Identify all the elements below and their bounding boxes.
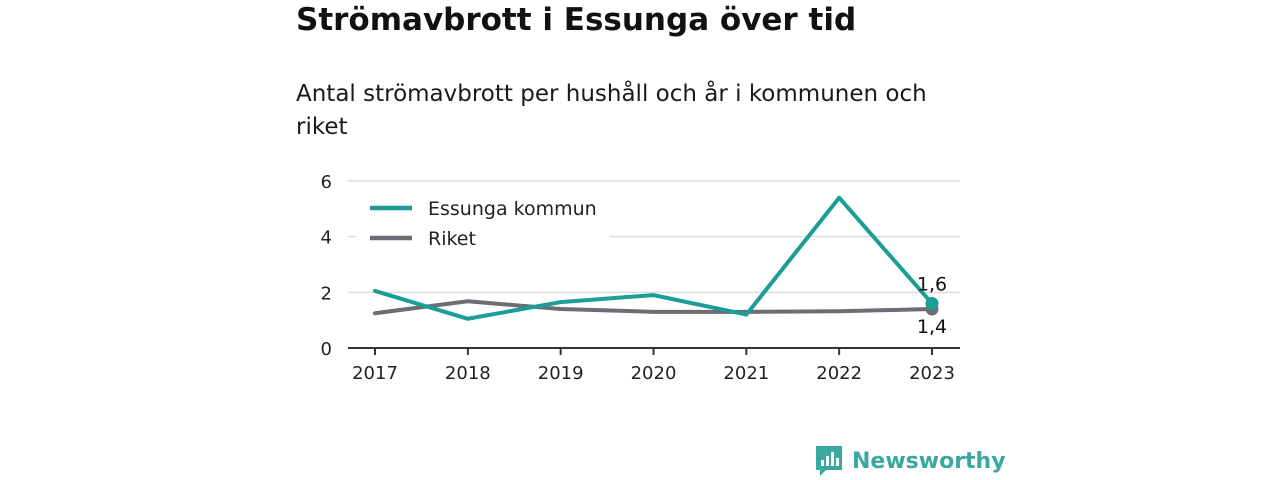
- x-tick-label: 2023: [909, 363, 955, 384]
- y-tick-label: 6: [321, 172, 332, 193]
- brand-logo: Newsworthy: [814, 444, 1006, 478]
- chart-title: Strömavbrott i Essunga över tid: [296, 2, 857, 38]
- x-tick-label: 2020: [631, 363, 677, 384]
- x-tick-label: 2019: [538, 363, 584, 384]
- x-tick-label: 2022: [816, 363, 862, 384]
- series-line-0: [373, 195, 934, 321]
- brand-name: Newsworthy: [852, 448, 1006, 474]
- bar-chart-speech-bubble-icon: [816, 446, 842, 476]
- x-tick-label: 2021: [723, 363, 769, 384]
- legend-label: Riket: [428, 228, 476, 250]
- data-point: [925, 296, 939, 310]
- x-tick-label: 2018: [445, 363, 491, 384]
- end-value-label: 1,6: [917, 273, 947, 295]
- y-tick-label: 4: [321, 228, 332, 249]
- chart-subtitle: Antal strömavbrott per hushåll och år i …: [296, 81, 927, 140]
- series-line-1: [373, 299, 934, 316]
- y-tick-label: 0: [321, 339, 332, 360]
- end-value-label: 1,4: [917, 316, 947, 338]
- legend-label: Essunga kommun: [428, 198, 597, 220]
- y-tick-label: 2: [321, 283, 332, 304]
- x-tick-label: 2017: [352, 363, 398, 384]
